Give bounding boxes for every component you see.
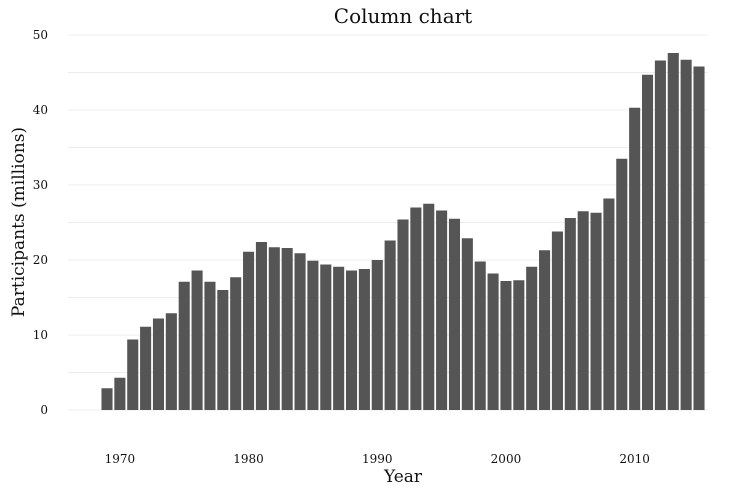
bar-1975 xyxy=(178,281,190,410)
bar-2011 xyxy=(641,74,654,410)
y-tick-label: 20 xyxy=(33,253,48,267)
bar-2014 xyxy=(680,59,692,410)
bar-1977 xyxy=(204,281,216,410)
bar-1970 xyxy=(114,377,126,410)
bar-1982 xyxy=(268,247,280,410)
bar-1983 xyxy=(281,248,293,410)
x-axis-label: Year xyxy=(383,467,423,487)
bar-2009 xyxy=(616,158,628,410)
bar-2000 xyxy=(500,281,512,410)
bar-2008 xyxy=(603,198,615,410)
bar-1998 xyxy=(474,261,486,410)
bar-1992 xyxy=(397,219,409,410)
bar-1985 xyxy=(307,260,319,410)
x-tick-label: 2000 xyxy=(491,452,522,466)
x-tick-label: 1990 xyxy=(362,452,393,466)
y-tick-labels: 0 10 20 30 40 50 xyxy=(33,28,48,417)
y-tick-label: 0 xyxy=(40,403,48,417)
bar-1994 xyxy=(423,203,435,410)
bar-1999 xyxy=(487,273,499,410)
bar-1979 xyxy=(230,277,242,410)
bar-1971 xyxy=(127,339,139,410)
bar-2003 xyxy=(539,250,551,410)
bar-1996 xyxy=(448,218,461,410)
bar-1974 xyxy=(165,313,177,410)
bar-1984 xyxy=(294,253,306,410)
bar-1997 xyxy=(461,238,473,410)
bars xyxy=(101,53,705,410)
bar-2006 xyxy=(577,211,589,410)
chart-title: Column chart xyxy=(334,4,472,28)
bar-1988 xyxy=(345,270,358,410)
bar-1986 xyxy=(320,264,332,410)
bar-1981 xyxy=(255,242,267,410)
x-tick-label: 1970 xyxy=(105,452,136,466)
bar-1973 xyxy=(152,318,165,410)
bar-2010 xyxy=(629,107,641,410)
bar-1972 xyxy=(140,326,152,410)
bar-1989 xyxy=(358,269,370,410)
bar-1980 xyxy=(243,251,255,410)
x-tick-label: 1980 xyxy=(233,452,264,466)
bar-1993 xyxy=(410,207,422,410)
bar-1976 xyxy=(191,270,203,410)
bar-2004 xyxy=(551,231,563,410)
bar-1990 xyxy=(371,260,383,410)
bar-1987 xyxy=(333,266,345,410)
bar-2005 xyxy=(564,218,576,410)
bar-1969 xyxy=(101,388,113,410)
bar-1995 xyxy=(436,210,448,410)
y-axis-label: Participants (millions) xyxy=(9,127,29,317)
bar-1978 xyxy=(217,290,229,410)
y-tick-label: 30 xyxy=(33,178,48,192)
bar-2001 xyxy=(513,280,525,410)
y-tick-label: 10 xyxy=(33,328,48,342)
bar-1991 xyxy=(384,240,396,410)
x-tick-labels: 1970 1980 1990 2000 2010 xyxy=(105,452,650,466)
y-tick-label: 40 xyxy=(33,103,48,117)
bar-2012 xyxy=(654,60,666,410)
bar-2007 xyxy=(590,212,602,410)
bar-2015 xyxy=(693,66,705,410)
bar-2013 xyxy=(667,53,679,410)
x-tick-label: 2010 xyxy=(619,452,650,466)
y-tick-label: 50 xyxy=(33,28,48,42)
bar-2002 xyxy=(526,266,538,410)
